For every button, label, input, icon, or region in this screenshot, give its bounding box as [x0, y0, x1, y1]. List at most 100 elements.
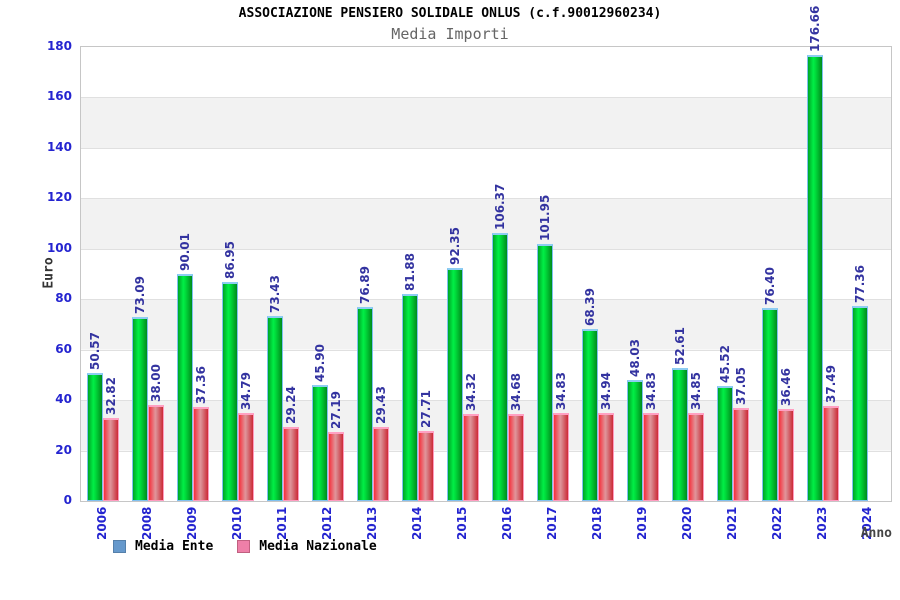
value-label-media-ente-2010: 86.95 [223, 240, 237, 279]
bar-media-ente-2008 [132, 316, 148, 501]
bar-media-ente-2018 [582, 328, 598, 501]
value-label-media-ente-2019: 48.03 [628, 338, 642, 377]
x-tick-2018: 2018 [590, 506, 604, 540]
x-axis-title: Anno [860, 526, 892, 541]
y-tick-20: 20 [55, 442, 72, 457]
bar-media-ente-2013 [357, 307, 373, 501]
y-axis-title: Euro [41, 257, 57, 289]
bar-media-ente-2012 [312, 385, 328, 501]
x-tick-2020: 2020 [680, 506, 694, 540]
gridline-20 [81, 450, 891, 452]
bar-media-nazionale-2017 [553, 413, 569, 501]
gridline-160 [81, 97, 891, 99]
value-label-media-ente-2012: 45.90 [313, 344, 327, 383]
bar-media-nazionale-2021 [733, 407, 749, 501]
value-label-media-nazionale-2011: 29.24 [284, 386, 298, 425]
bar-media-ente-2010 [222, 281, 238, 501]
value-label-media-ente-2016: 106.37 [493, 183, 507, 230]
y-tick-60: 60 [55, 341, 72, 356]
value-label-media-ente-2015: 92.35 [448, 227, 462, 266]
bar-media-ente-2011 [267, 315, 283, 501]
bar-media-ente-2022 [762, 308, 778, 501]
bar-media-nazionale-2008 [148, 405, 164, 501]
y-tick-40: 40 [55, 392, 72, 407]
value-label-media-ente-2017: 101.95 [538, 194, 552, 241]
plot-area: 50.57 32.82 73.09 38.00 90.01 37.36 86.95 34.79… [80, 6, 892, 502]
bar-media-ente-2020 [672, 368, 688, 501]
value-label-media-nazionale-2022: 36.46 [779, 368, 793, 407]
value-label-media-nazionale-2019: 34.83 [644, 372, 658, 411]
legend-swatch-media-nazionale-icon [237, 540, 251, 553]
value-label-media-nazionale-2017: 34.83 [554, 372, 568, 411]
bar-media-nazionale-2012 [328, 432, 344, 501]
value-label-media-ente-2024: 77.36 [853, 264, 867, 303]
bar-media-ente-2024 [852, 305, 868, 501]
legend-label-media-ente: Media Ente [135, 539, 214, 554]
bar-media-ente-2023 [807, 55, 823, 501]
bar-media-nazionale-2022 [778, 409, 794, 501]
x-tick-2012: 2012 [320, 506, 334, 540]
value-label-media-nazionale-2014: 27.71 [419, 390, 433, 429]
x-tick-2016: 2016 [500, 506, 514, 540]
gridline-100 [81, 248, 891, 250]
y-tick-0: 0 [63, 493, 72, 507]
value-label-media-ente-2022: 76.40 [763, 267, 777, 306]
gridline-140 [81, 147, 891, 149]
bar-media-nazionale-2011 [283, 427, 299, 501]
x-tick-2009: 2009 [185, 506, 199, 540]
value-label-media-ente-2011: 73.43 [268, 274, 282, 313]
bar-media-nazionale-2009 [193, 406, 209, 501]
x-tick-2011: 2011 [275, 506, 289, 540]
value-label-media-ente-2013: 76.89 [358, 266, 372, 305]
legend: Media Ente Media Nazionale [113, 539, 401, 554]
x-tick-2014: 2014 [410, 506, 424, 540]
x-tick-2008: 2008 [140, 506, 154, 540]
value-label-media-ente-2009: 90.01 [178, 233, 192, 271]
bar-media-nazionale-2020 [688, 413, 704, 501]
value-label-media-ente-2021: 45.52 [718, 345, 732, 384]
chart-title: ASSOCIAZIONE PENSIERO SOLIDALE ONLUS (c.… [238, 6, 662, 21]
value-label-media-ente-2014: 81.88 [403, 253, 417, 292]
value-label-media-nazionale-2008: 38.00 [149, 364, 163, 403]
gridline-40 [81, 400, 891, 402]
y-tick-120: 120 [46, 190, 72, 205]
value-label-media-nazionale-2006: 32.82 [104, 377, 118, 416]
bar-media-ente-2006 [87, 373, 103, 501]
bar-media-ente-2016 [492, 232, 508, 501]
value-label-media-nazionale-2015: 34.32 [464, 373, 478, 412]
value-label-media-nazionale-2020: 34.85 [689, 372, 703, 411]
value-label-media-nazionale-2013: 29.43 [374, 385, 388, 424]
x-tick-2022: 2022 [770, 506, 784, 540]
bar-media-nazionale-2014 [418, 431, 434, 501]
y-tick-160: 160 [46, 89, 72, 104]
value-label-media-ente-2008: 73.09 [133, 275, 147, 314]
legend-label-media-nazionale: Media Nazionale [259, 539, 377, 554]
gridline-60 [81, 349, 891, 351]
x-tick-2015: 2015 [455, 506, 469, 540]
gridline-80 [81, 299, 891, 301]
value-label-media-nazionale-2018: 34.94 [599, 371, 613, 410]
value-label-media-ente-2006: 50.57 [88, 332, 102, 371]
bar-media-ente-2009 [177, 273, 193, 501]
value-label-media-ente-2018: 68.39 [583, 287, 597, 326]
bar-media-ente-2021 [717, 386, 733, 501]
y-tick-100: 100 [46, 240, 72, 255]
bar-media-nazionale-2016 [508, 413, 524, 501]
value-label-media-ente-2023: 176.66 [808, 6, 822, 53]
x-tick-2019: 2019 [635, 506, 649, 540]
y-tick-180: 180 [46, 39, 72, 53]
y-tick-80: 80 [55, 291, 72, 306]
bar-media-nazionale-2023 [823, 406, 839, 501]
value-label-media-nazionale-2009: 37.36 [194, 365, 208, 404]
x-tick-2023: 2023 [815, 506, 829, 540]
gridline-120 [81, 198, 891, 200]
legend-swatch-media-ente-icon [113, 540, 126, 553]
x-tick-2010: 2010 [230, 506, 244, 540]
bar-media-ente-2019 [627, 379, 643, 501]
x-tick-2021: 2021 [725, 506, 739, 540]
x-tick-2013: 2013 [365, 506, 379, 540]
bar-media-ente-2015 [447, 268, 463, 501]
value-label-media-nazionale-2010: 34.79 [239, 372, 253, 411]
x-tick-2017: 2017 [545, 506, 559, 540]
